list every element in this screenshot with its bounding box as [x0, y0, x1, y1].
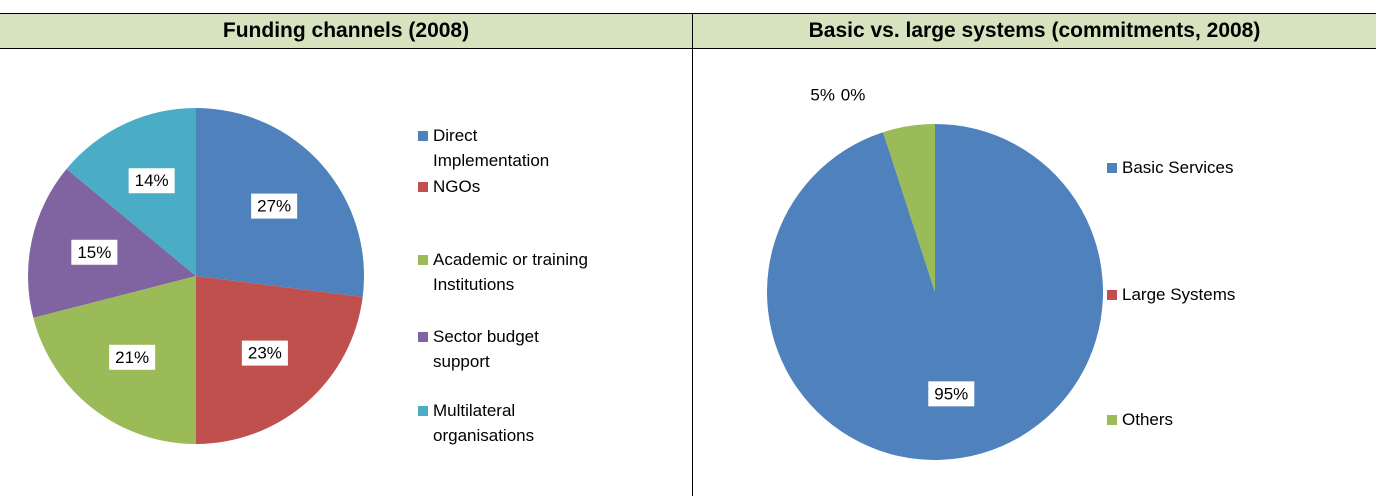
- legend-label: Multilateral organisations: [433, 401, 535, 445]
- legend-swatch: [418, 131, 428, 141]
- legend-label: NGOs: [433, 177, 481, 196]
- legend-swatch: [1107, 415, 1117, 425]
- data-label: 27%: [257, 197, 291, 216]
- legend-entry: Large Systems: [1107, 282, 1282, 307]
- data-label-box: [928, 381, 975, 407]
- legend-label: Others: [1122, 410, 1174, 429]
- pie-slice: [883, 124, 935, 292]
- data-label-box: [109, 344, 156, 370]
- legend-swatch: [418, 332, 428, 342]
- legend-label: Direct Implementation: [433, 126, 550, 170]
- data-label-box: [804, 82, 842, 108]
- data-label: 21%: [115, 348, 149, 367]
- legend-swatch: [418, 255, 428, 265]
- legend-entry: Academic or training Institutions: [418, 247, 593, 297]
- legend-swatch: [1107, 290, 1117, 300]
- header-cell: Basic vs. large systems (commitments, 20…: [693, 13, 1376, 49]
- legend-entry: Sector budget support: [418, 324, 593, 374]
- data-label: 14%: [135, 171, 169, 190]
- cell-border: [692, 13, 693, 496]
- data-label: 0%: [841, 85, 866, 104]
- legend-entry: NGOs: [418, 174, 593, 199]
- data-label: 23%: [248, 344, 282, 363]
- legend-entry: Direct Implementation: [418, 123, 593, 173]
- legend-entry: Basic Services: [1107, 155, 1282, 180]
- legend-entry: Others: [1107, 407, 1282, 432]
- data-label: 15%: [77, 243, 111, 262]
- header-cell: Funding channels (2008): [0, 13, 692, 49]
- data-label: 5%: [810, 85, 835, 104]
- legend-entry: Multilateral organisations: [418, 398, 593, 448]
- legend-label: Academic or training Institutions: [433, 250, 588, 294]
- legend-label: Large Systems: [1122, 285, 1236, 304]
- data-label: 95%: [934, 384, 968, 403]
- legend-swatch: [1107, 163, 1117, 173]
- data-label-box: [71, 239, 118, 265]
- data-label-box: [128, 168, 175, 194]
- legend-swatch: [418, 182, 428, 192]
- data-label-box: [251, 193, 298, 219]
- legend-label: Sector budget support: [433, 327, 539, 371]
- legend-label: Basic Services: [1122, 158, 1234, 177]
- data-label-box: [241, 340, 288, 366]
- legend-swatch: [418, 406, 428, 416]
